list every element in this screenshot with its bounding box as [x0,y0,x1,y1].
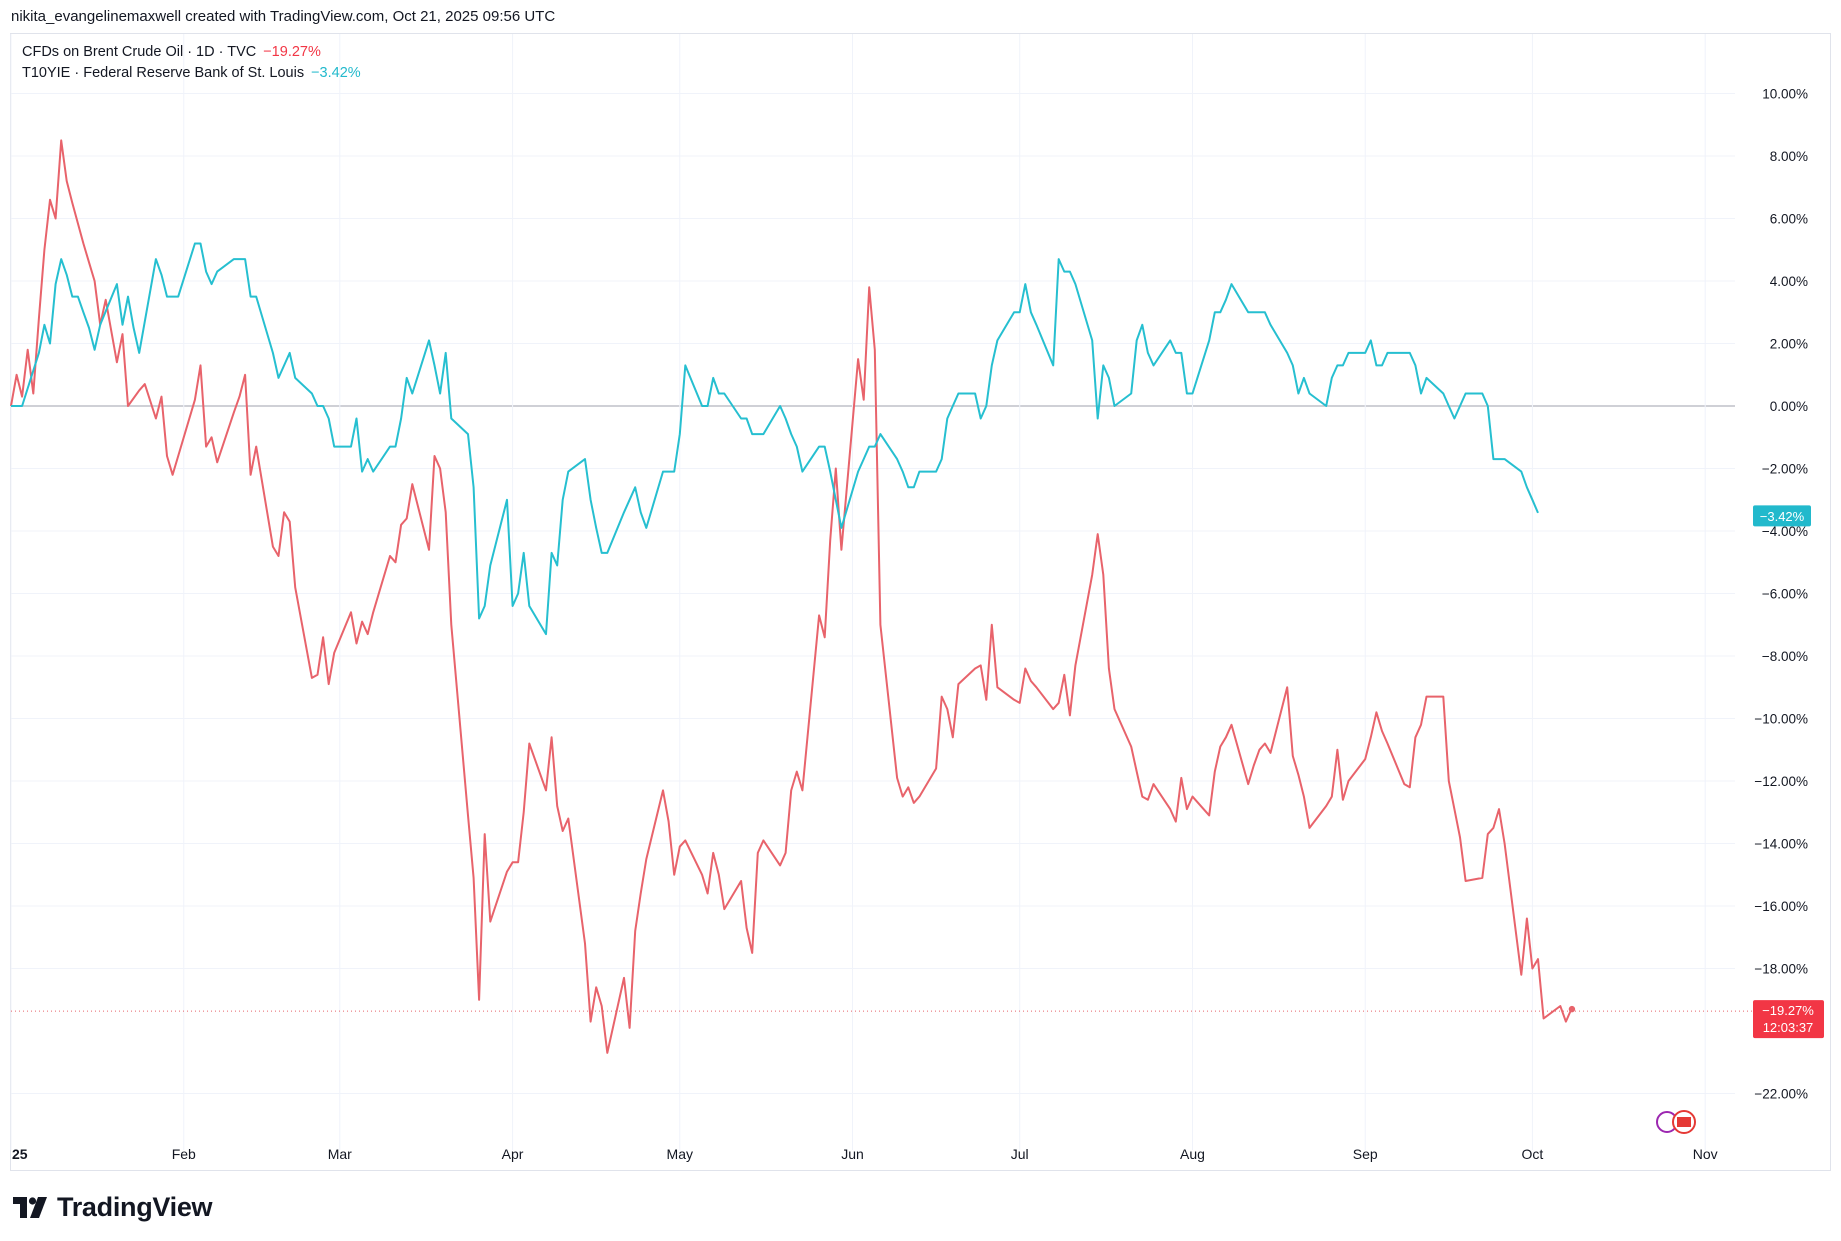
x-tick-label: Aug [1180,1146,1205,1162]
x-tick-label: Mar [328,1146,352,1162]
y-tick-label: 4.00% [1770,274,1808,289]
y-tick-label: 0.00% [1770,399,1808,414]
legend-brent-change: −19.27% [263,44,321,60]
tradingview-wordmark: TradingView [57,1192,213,1222]
x-tick-label: Sep [1353,1146,1378,1162]
t10yie-line [11,242,1539,636]
x-tick-label: Oct [1522,1146,1544,1162]
tradingview-logo[interactable]: TradingView [13,1192,213,1223]
chart-credit: nikita_evangelinemaxwell created with Tr… [11,8,556,25]
grid [10,34,1735,1150]
t10yie-price-badge [1753,505,1811,527]
legend-t10yie[interactable]: T10YIE · Federal Reserve Bank of St. Lou… [22,65,361,81]
brent-line [10,139,1573,1054]
brent-last-point [1568,1005,1576,1013]
legend-brent-label: CFDs on Brent Crude Oil · 1D · TVC [22,44,257,60]
y-tick-label: −2.00% [1762,462,1808,477]
x-tick-label: 25 [12,1146,28,1162]
brent-badge-label: −19.27% [1762,1003,1814,1018]
y-tick-label: 6.00% [1770,212,1808,227]
y-tick-label: 10.00% [1762,87,1808,102]
y-tick-label: −4.00% [1762,524,1808,539]
y-tick-label: 2.00% [1770,337,1808,352]
y-tick-label: −22.00% [1754,1087,1808,1102]
x-tick-label: May [667,1146,693,1162]
x-tick-label: Apr [502,1146,524,1162]
y-tick-label: −6.00% [1762,587,1808,602]
tradingview-logo-icon [13,1196,47,1218]
y-tick-label: −12.00% [1754,774,1808,789]
y-tick-label: −10.00% [1754,712,1808,727]
legend-t10yie-label: T10YIE · Federal Reserve Bank of St. Lou… [22,65,305,81]
t10yie-badge-label: −3.42% [1760,509,1805,524]
legend-brent[interactable]: CFDs on Brent Crude Oil · 1D · TVC −19.27… [22,44,321,60]
flag-icon-body [1677,1117,1691,1127]
y-tick-label: −16.00% [1754,899,1808,914]
brent-badge-countdown: 12:03:37 [1763,1020,1814,1035]
y-tick-label: −14.00% [1754,837,1808,852]
legend-t10yie-change: −3.42% [311,65,361,81]
x-tick-label: Jun [841,1146,864,1162]
y-tick-label: −8.00% [1762,649,1808,664]
x-tick-label: Feb [172,1146,196,1162]
price-badges: −3.42% −19.27% 12:03:37 [1656,505,1824,1134]
x-tick-label: Jul [1011,1146,1029,1162]
series-layer [10,139,1752,1054]
y-tick-label: 8.00% [1770,149,1808,164]
axes: 10.00% 8.00% 6.00% 4.00% 2.00% 0.00% −2.00% −4.… [12,87,1808,1163]
brent-price-badge [1753,1000,1824,1039]
y-tick-label: −18.00% [1754,962,1808,977]
x-tick-label: Nov [1693,1146,1718,1162]
